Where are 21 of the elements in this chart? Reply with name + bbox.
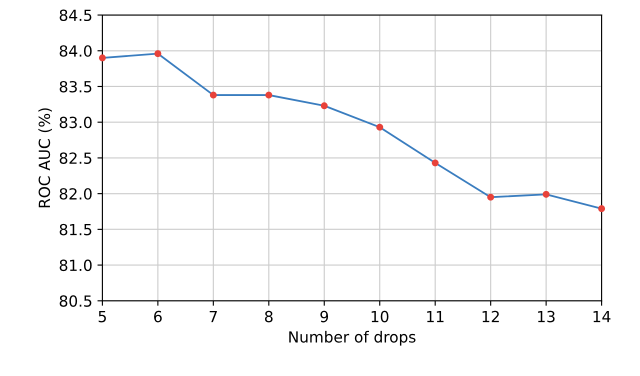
x-axis-title: Number of drops — [289, 330, 416, 346]
y-tick-label: 82.5 — [60, 152, 92, 164]
y-tick-label: 81.0 — [60, 260, 92, 272]
x-tick-label: 7 — [210, 310, 217, 322]
y-tick-label: 84.0 — [60, 45, 92, 57]
x-tick-label: 6 — [154, 310, 162, 322]
y-tick-label: 83.5 — [60, 80, 92, 92]
x-tick-label: 8 — [264, 310, 273, 322]
x-tick-label: 11 — [427, 310, 444, 322]
y-tick-label: 83.0 — [60, 116, 92, 128]
x-tick-label: 10 — [372, 310, 388, 322]
x-tick-label: 5 — [98, 310, 106, 322]
y-tick-label: 84.5 — [60, 10, 92, 22]
y-tick-label: 82.0 — [60, 188, 92, 200]
x-tick-label: 12 — [482, 310, 499, 322]
y-tick-label: 81.5 — [60, 224, 92, 236]
x-tick-label: 14 — [594, 310, 610, 322]
y-tick-label: 80.5 — [60, 295, 92, 307]
x-tick-label: 13 — [538, 310, 555, 322]
y-axis-title: ROC AUC (%) — [38, 108, 52, 208]
x-tick-label: 9 — [320, 310, 328, 322]
